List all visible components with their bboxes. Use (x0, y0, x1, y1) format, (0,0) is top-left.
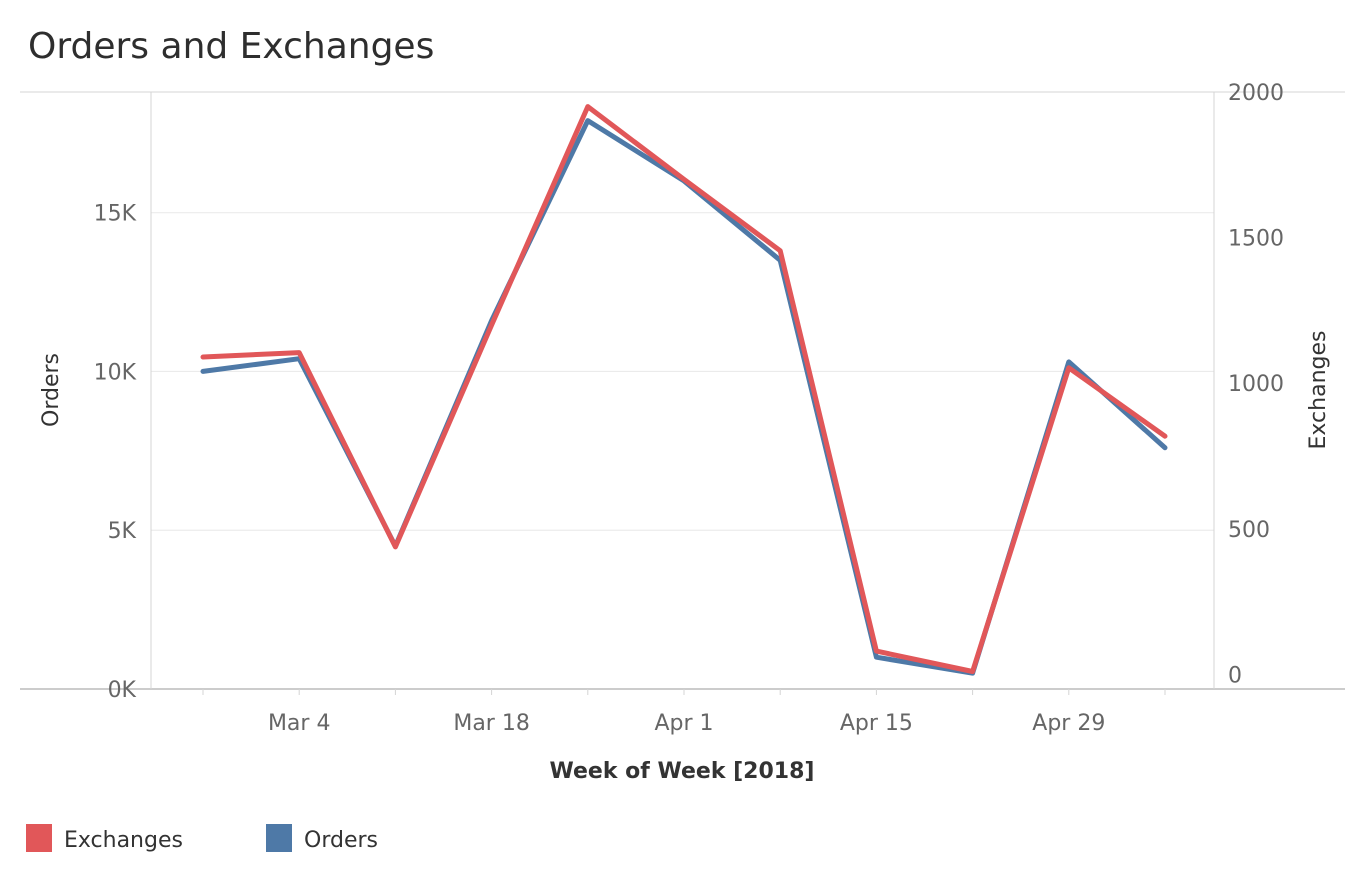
x-tick-label: Apr 29 (1032, 711, 1105, 736)
legend-label: Orders (304, 828, 378, 853)
series-line-exchanges (200, 104, 1168, 674)
left-axis-title: Orders (39, 353, 64, 427)
chart-title: Orders and Exchanges (28, 26, 434, 67)
right-axis-ticks: 0 500 1000 1500 2000 (1228, 81, 1284, 688)
series-lines (200, 104, 1168, 676)
gridlines (151, 212, 1214, 531)
y-left-tick-label: 0K (108, 678, 137, 703)
y-right-tick-label: 2000 (1228, 81, 1284, 106)
legend-swatch (266, 824, 292, 852)
legend-label: Exchanges (64, 828, 183, 853)
y-left-tick-label: 10K (94, 360, 137, 385)
legend: Exchanges Orders (26, 824, 378, 853)
x-axis-title: Week of Week [2018] (550, 759, 815, 784)
y-left-tick-label: 5K (108, 519, 137, 544)
y-right-tick-label: 0 (1228, 663, 1242, 688)
right-axis-title: Exchanges (1306, 331, 1331, 450)
series-line-orders (200, 118, 1168, 676)
y-left-tick-label: 15K (94, 202, 137, 227)
x-tick-label: Apr 1 (654, 711, 713, 736)
y-right-tick-label: 1500 (1228, 227, 1284, 252)
x-axis-ticks: Mar 4 Mar 18 Apr 1 Apr 15 Apr 29 (202, 689, 1166, 736)
y-right-tick-label: 1000 (1228, 372, 1284, 397)
x-tick-label: Apr 15 (840, 711, 913, 736)
left-axis-ticks: 0K 5K 10K 15K (94, 202, 137, 703)
y-right-tick-label: 500 (1228, 518, 1270, 543)
x-tick-label: Mar 18 (453, 711, 530, 736)
legend-swatch (26, 824, 52, 852)
x-tick-label: Mar 4 (268, 711, 331, 736)
